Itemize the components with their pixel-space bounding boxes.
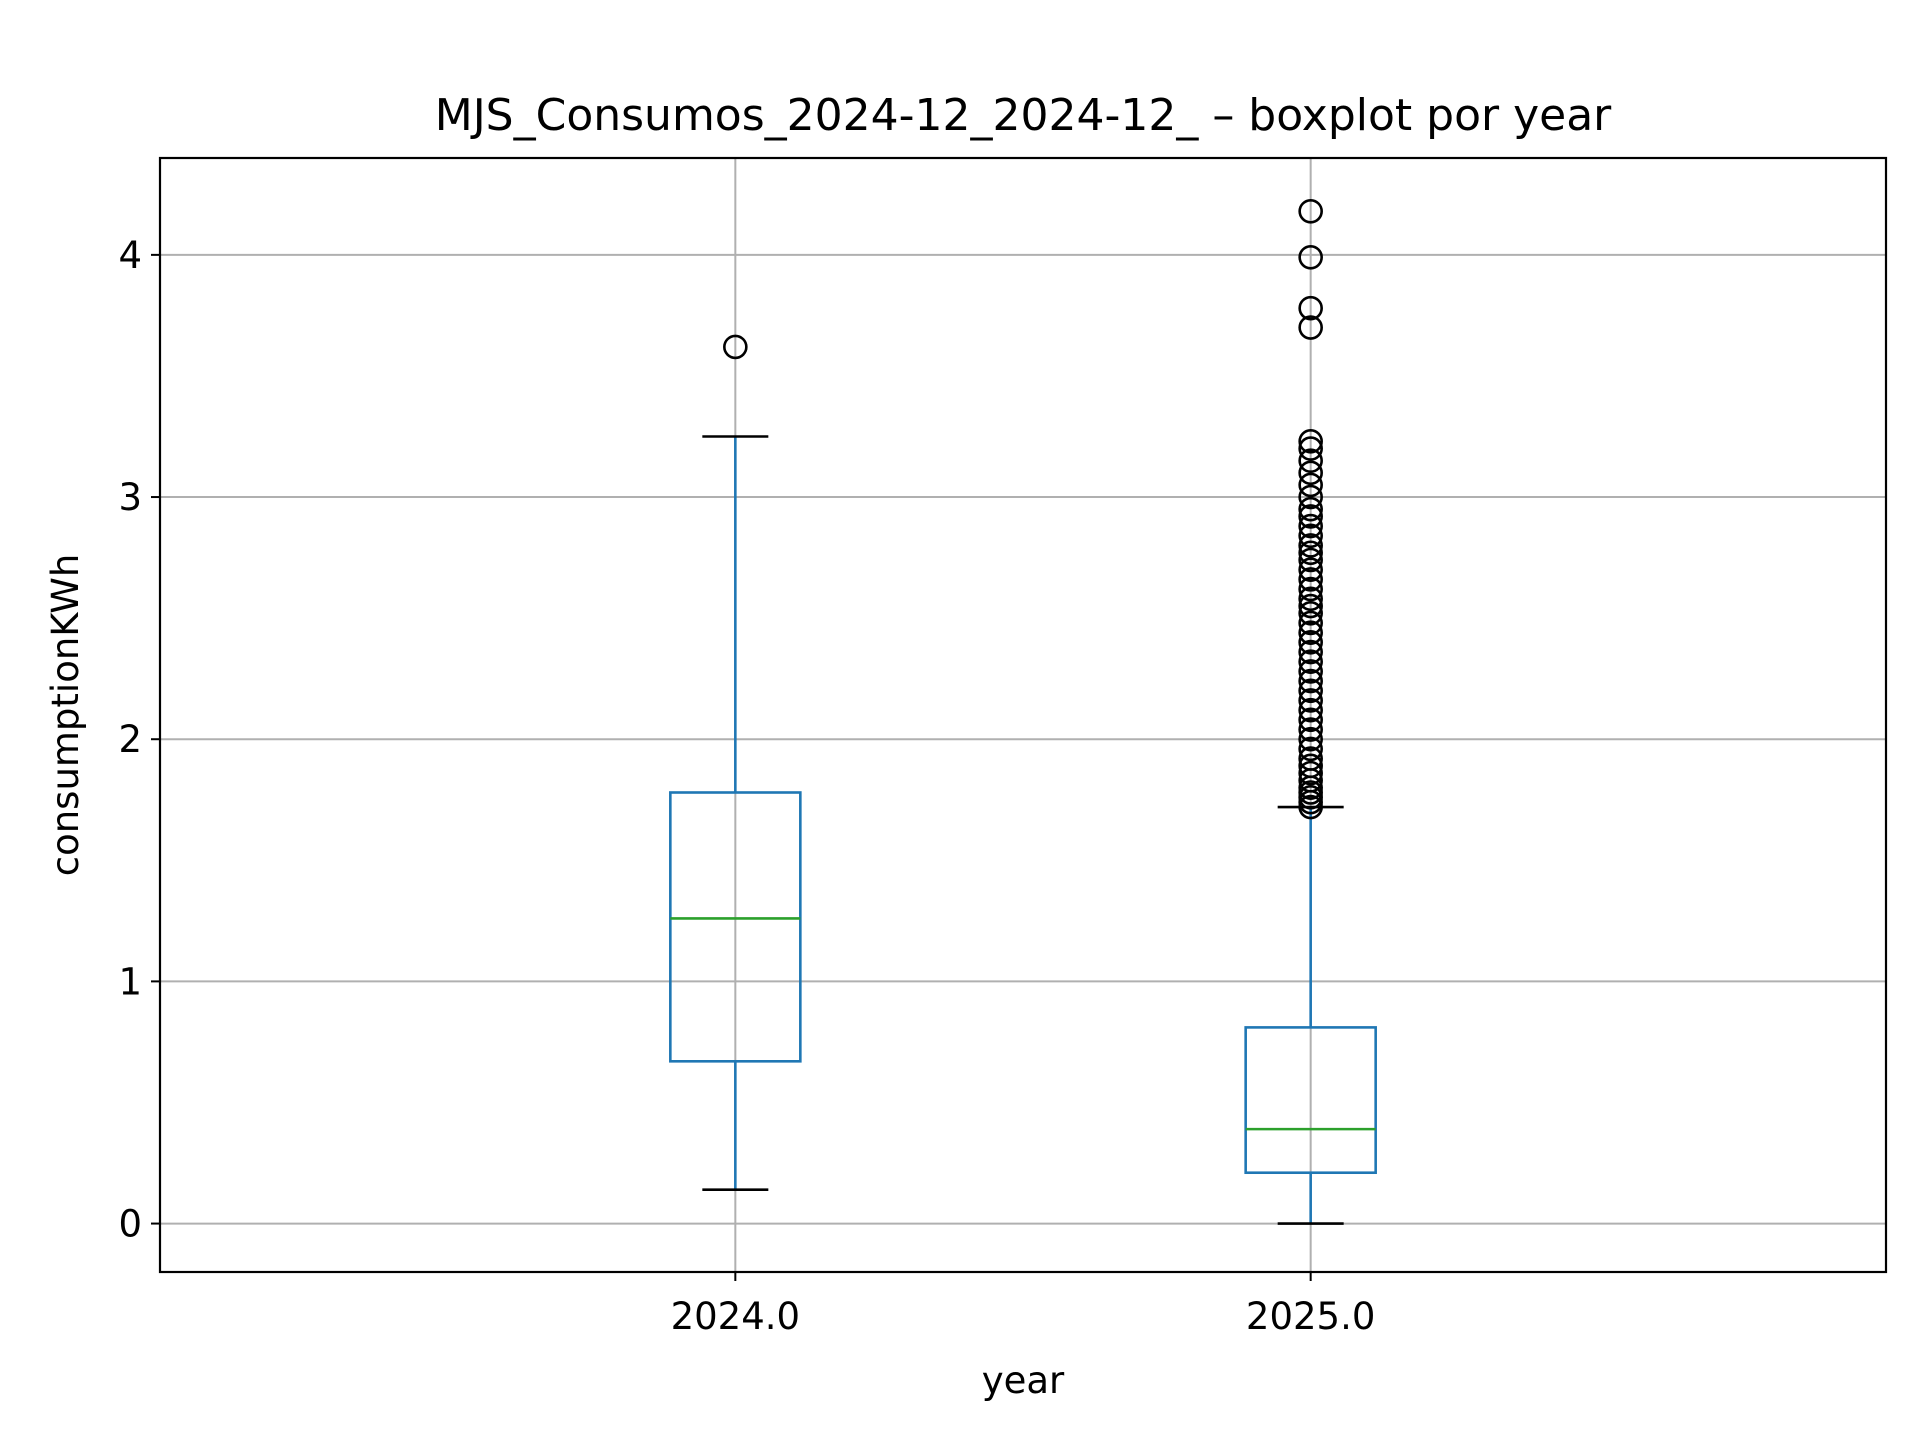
outlier-point [1298,198,1323,224]
outlier-point [1298,760,1323,786]
outlier-point [1298,533,1323,558]
outlier-point [1298,593,1323,619]
outlier-point [1298,620,1323,645]
outlier-point [1298,668,1323,694]
outlier-point [1298,429,1323,454]
outlier-point [1298,678,1323,704]
box-series [669,198,1377,1225]
outlier-point [1298,576,1323,602]
x-axis-label: year [982,1359,1065,1402]
outlier-point [1298,630,1323,655]
chart-title: MJS_Consumos_2024-12_2024-12_ – boxplot … [435,90,1612,141]
y-tick-label: 4 [118,234,142,277]
outlier-point [1298,504,1323,529]
y-tick-label: 1 [118,960,142,1003]
box-group [1244,198,1377,1225]
outlier-point [1298,717,1323,742]
outlier-point [1298,295,1323,321]
outlier-point [1298,557,1323,582]
iqr-box [669,791,802,1063]
outlier-point [1298,496,1323,522]
outlier-point [1298,523,1323,549]
outlier-point [1298,610,1323,636]
outlier-point [1298,586,1323,612]
outlier-point [1298,436,1323,461]
outlier-point [1298,659,1323,684]
box-group [669,334,802,1191]
outlier-point [1298,513,1323,539]
outlier-point [1298,540,1323,566]
outlier-point [1298,639,1323,665]
x-tick-label: 2024.0 [671,1295,800,1338]
iqr-box [1244,1026,1377,1175]
outlier-point [1298,460,1323,486]
y-tick-label: 2 [118,718,142,761]
outlier-point [1298,707,1323,733]
outlier-point [1298,736,1323,762]
outlier-point [1298,567,1323,592]
outlier-point [1298,484,1323,510]
outlier-point [1298,600,1323,626]
outlier-point [1298,448,1323,474]
outlier-point [1298,244,1323,270]
outlier-point [1298,697,1323,723]
y-axis-label: consumptionKWh [44,554,87,877]
outlier-point [1298,315,1323,340]
y-tick-label: 0 [118,1203,142,1246]
outlier-point [1298,688,1323,713]
outlier-point [1298,649,1323,675]
y-tick-label: 3 [118,476,142,519]
outlier-point [1298,547,1323,573]
outlier-point [723,334,748,360]
x-tick-label: 2025.0 [1246,1295,1375,1338]
outlier-point [1298,726,1323,752]
outlier-point [1298,794,1323,820]
plot-area-frame [158,156,1888,1274]
outlier-point [1298,472,1323,498]
axes: 0 1 2 3 4 2024.0 2025.0 [118,234,1375,1338]
